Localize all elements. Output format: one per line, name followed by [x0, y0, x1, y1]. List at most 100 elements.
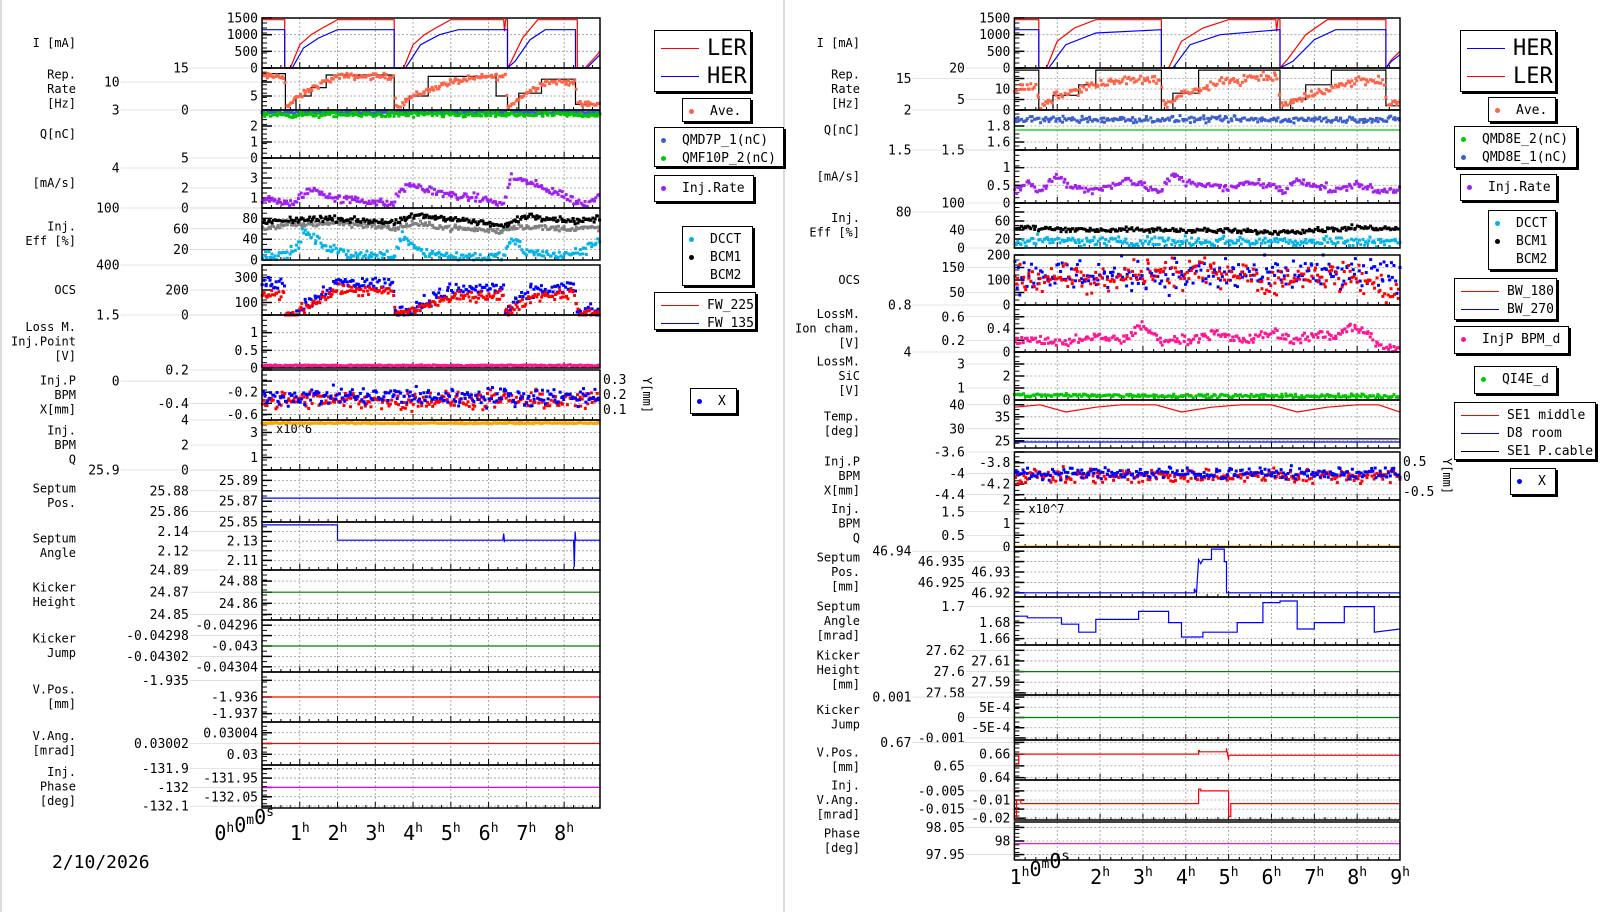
data-point	[564, 82, 568, 86]
data-point	[1100, 120, 1104, 124]
data-point	[561, 80, 565, 84]
data-point	[307, 392, 311, 396]
data-point	[425, 364, 429, 368]
data-point	[268, 421, 272, 425]
data-point	[338, 400, 342, 404]
series-ler-line	[1014, 19, 1401, 70]
data-point	[359, 220, 363, 224]
data-point	[1106, 83, 1110, 87]
data-point	[1041, 102, 1045, 106]
data-point	[1278, 92, 1282, 96]
data-point	[1021, 83, 1025, 87]
data-point	[1019, 83, 1023, 87]
data-point	[414, 421, 418, 425]
data-point	[342, 280, 346, 284]
data-point	[511, 300, 515, 304]
data-point	[445, 364, 449, 368]
data-point	[517, 391, 521, 395]
data-point	[553, 79, 557, 83]
data-point	[507, 394, 511, 398]
data-point	[502, 227, 506, 231]
data-point	[593, 243, 597, 247]
data-point	[339, 421, 343, 425]
data-point	[398, 190, 402, 194]
data-point	[492, 284, 496, 288]
data-point	[499, 400, 503, 404]
data-point	[494, 115, 498, 119]
data-point	[349, 393, 353, 397]
data-point	[395, 245, 399, 249]
data-point	[404, 308, 408, 312]
y-tick-label: -0.2	[227, 386, 258, 401]
data-point	[386, 77, 390, 81]
series-fw-225-points	[260, 282, 601, 317]
data-point	[305, 364, 309, 368]
data-point	[1353, 82, 1357, 86]
data-point	[396, 112, 400, 116]
data-point	[374, 111, 378, 115]
data-point	[446, 286, 450, 290]
data-point	[553, 398, 557, 402]
data-point	[1361, 77, 1365, 81]
data-point	[270, 196, 274, 200]
data-point	[324, 222, 328, 226]
data-point	[504, 246, 508, 250]
data-point	[268, 294, 272, 298]
data-point	[576, 101, 580, 105]
data-point	[1163, 103, 1167, 107]
data-point	[281, 76, 285, 80]
data-point	[475, 110, 479, 114]
data-point	[391, 280, 395, 284]
data-point	[536, 396, 540, 400]
y-tick-label: -0.04296	[195, 619, 258, 634]
series-bcm2-points	[260, 219, 601, 235]
data-point	[275, 405, 279, 409]
data-point	[348, 201, 352, 205]
data-point	[553, 189, 557, 193]
data-point	[1343, 84, 1347, 88]
data-point	[519, 217, 523, 221]
data-point	[320, 399, 324, 403]
data-point	[329, 80, 333, 84]
y-tick-label: 500	[987, 45, 1010, 60]
data-point	[520, 248, 524, 252]
data-point	[1020, 117, 1024, 121]
data-point	[372, 421, 376, 425]
data-point	[477, 296, 481, 300]
data-point	[427, 363, 431, 367]
data-point	[294, 400, 298, 404]
data-point	[276, 286, 280, 290]
data-point	[277, 251, 281, 255]
data-point	[266, 112, 270, 116]
data-point	[474, 393, 478, 397]
data-point	[300, 95, 304, 99]
data-point	[302, 88, 306, 92]
data-point	[1055, 117, 1059, 121]
data-point	[434, 85, 438, 89]
data-point	[269, 391, 273, 395]
data-point	[1298, 96, 1302, 100]
data-point	[270, 288, 274, 292]
data-point	[514, 401, 518, 405]
data-point	[1220, 119, 1224, 123]
data-point	[505, 221, 509, 225]
data-point	[423, 215, 427, 219]
data-point	[422, 293, 426, 297]
data-point	[587, 111, 591, 115]
data-point	[380, 400, 384, 404]
data-point	[350, 195, 354, 199]
data-point	[292, 203, 296, 207]
data-point	[1127, 75, 1131, 79]
data-point	[1165, 105, 1169, 109]
data-point	[459, 293, 463, 297]
y-axis-label: Eff [%]	[25, 234, 76, 248]
data-point	[287, 397, 291, 401]
data-point	[420, 306, 424, 310]
data-point	[470, 396, 474, 400]
data-point	[528, 212, 532, 216]
data-point	[402, 363, 406, 367]
data-point	[266, 399, 270, 403]
data-point	[1067, 117, 1071, 121]
data-point	[297, 113, 301, 117]
data-point	[349, 363, 353, 367]
